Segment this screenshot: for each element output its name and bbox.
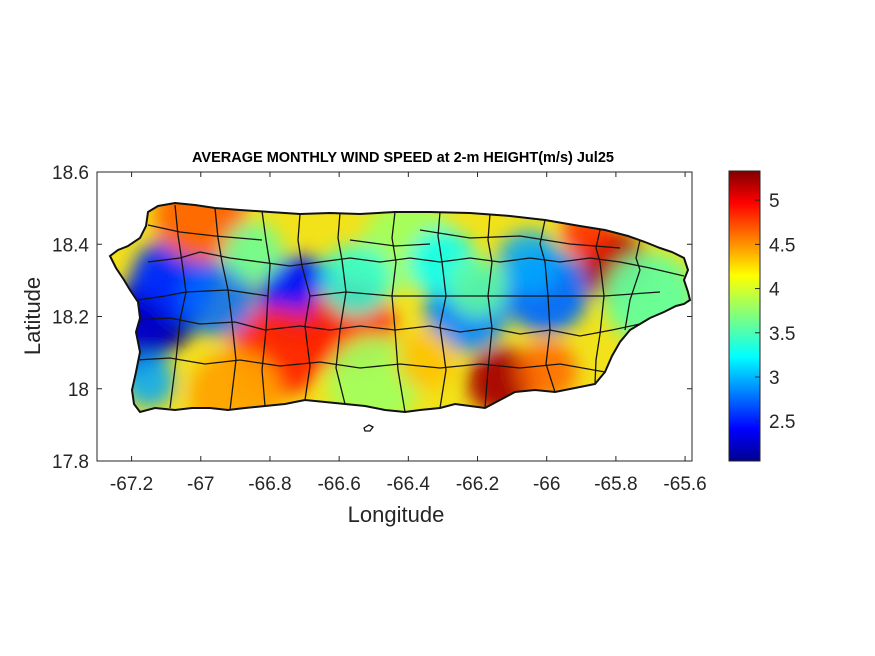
wind-speed-field xyxy=(110,203,690,412)
y-tick-label: 18.4 xyxy=(52,235,89,256)
x-tick-label: -66.8 xyxy=(248,474,291,495)
municipality-boundary-27 xyxy=(304,325,311,401)
municipality-boundaries xyxy=(135,204,685,412)
wind-speed-texture-4 xyxy=(497,230,562,295)
municipality-boundary-28 xyxy=(335,329,346,405)
municipality-boundary-2 xyxy=(174,204,183,263)
municipality-boundary-38 xyxy=(419,229,621,249)
municipality-boundary-11 xyxy=(595,229,601,263)
municipality-boundary-29 xyxy=(394,329,406,412)
municipality-boundary-33 xyxy=(594,333,601,385)
y-axis-ticks: 17.8 18 18.2 18.4 18.6 xyxy=(52,163,692,473)
municipality-boundary-32 xyxy=(545,329,556,393)
colorbar-tick-label: 5 xyxy=(769,191,780,212)
colorbar-tick-label: 2.5 xyxy=(769,412,795,433)
wind-speed-texture-1 xyxy=(180,260,257,337)
municipality-boundary-35 xyxy=(147,224,263,241)
y-axis-label: Latitude xyxy=(20,277,45,355)
colorbar-ticks: 2.5 3 3.5 4 4.5 5 xyxy=(755,191,795,433)
municipality-boundary-6 xyxy=(337,212,343,261)
x-axis-ticks: -67.2 -67 -66.8 -66.6 -66.4 -66.2 -66 -65.8 -65.… xyxy=(110,172,707,495)
municipality-boundary-12 xyxy=(635,239,641,271)
colorbar xyxy=(728,170,761,462)
municipality-boundary-5 xyxy=(297,213,303,267)
x-tick-label: -65.8 xyxy=(594,474,637,495)
x-tick-label: -66 xyxy=(533,474,560,495)
municipality-boundary-9 xyxy=(487,213,493,263)
municipality-boundary-37 xyxy=(309,291,661,297)
municipality-boundary-8 xyxy=(437,211,443,263)
x-tick-label: -66.4 xyxy=(387,474,431,495)
wind-speed-region-10 xyxy=(189,349,282,412)
wind-speed-texture-9 xyxy=(447,257,508,318)
x-axis-label: Longitude xyxy=(348,502,445,527)
x-tick-label: -66.6 xyxy=(317,474,360,495)
wind-speed-texture-6 xyxy=(516,340,577,401)
municipality-boundary-26 xyxy=(261,329,267,407)
y-tick-label: 18.6 xyxy=(52,163,89,184)
wind-speed-region-9 xyxy=(154,203,247,262)
municipality-boundary-23 xyxy=(624,269,641,331)
colorbar-tick-label: 4 xyxy=(769,280,780,301)
y-tick-label: 18.2 xyxy=(52,308,89,329)
x-tick-label: -67.2 xyxy=(110,474,153,495)
x-tick-label: -67 xyxy=(187,474,214,495)
wind-speed-texture-7 xyxy=(395,329,456,390)
y-tick-label: 17.8 xyxy=(52,452,89,473)
municipality-boundary-34 xyxy=(135,357,606,373)
colorbar-tick-label: 3 xyxy=(769,368,780,389)
municipality-boundary-3 xyxy=(214,207,223,263)
municipality-boundary-36 xyxy=(137,289,269,301)
y-tick-label: 18 xyxy=(68,380,89,401)
x-tick-label: -66.2 xyxy=(456,474,499,495)
x-tick-label: -65.6 xyxy=(663,474,706,495)
colorbar-tick-label: 3.5 xyxy=(769,324,795,345)
island-coastline xyxy=(108,201,692,414)
municipality-boundary-39 xyxy=(349,239,431,247)
islet-caja-de-muertos xyxy=(363,424,374,432)
chart-title: AVERAGE MONTHLY WIND SPEED at 2-m HEIGHT… xyxy=(192,150,614,166)
municipality-boundary-0 xyxy=(147,251,685,277)
municipality-boundary-24 xyxy=(169,319,181,409)
municipality-boundary-31 xyxy=(484,327,493,409)
colorbar-tick-label: 4.5 xyxy=(769,235,795,256)
municipality-boundary-10 xyxy=(539,219,546,263)
municipality-boundary-7 xyxy=(391,211,397,263)
wind-speed-texture-2 xyxy=(320,244,393,317)
municipality-boundary-4 xyxy=(261,210,271,266)
wind-speed-texture-10 xyxy=(222,221,283,282)
municipality-boundary-30 xyxy=(439,325,447,409)
